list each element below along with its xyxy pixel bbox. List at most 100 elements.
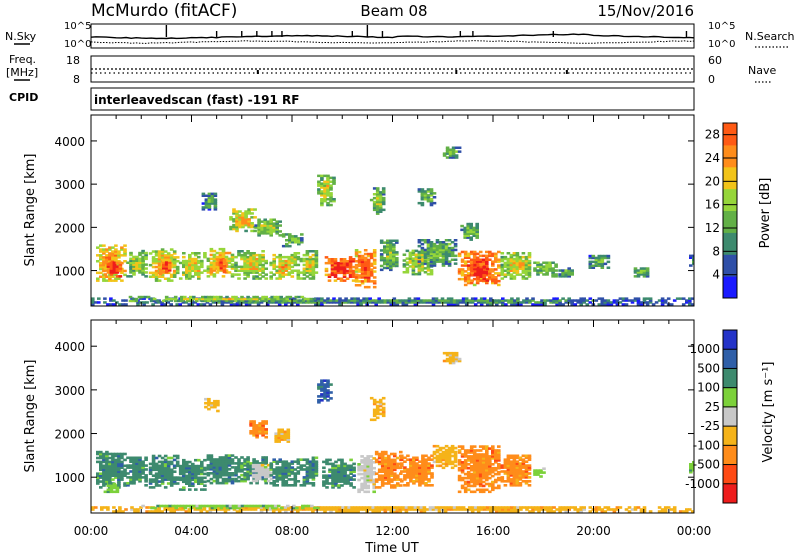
velocity-cell <box>215 458 220 461</box>
power-cell <box>624 303 629 306</box>
power-cell <box>120 254 124 257</box>
power-cell <box>287 271 292 274</box>
power-cell <box>485 264 489 267</box>
power-cell <box>383 301 388 304</box>
power-cell <box>461 301 466 304</box>
velocity-cell <box>243 462 247 465</box>
power-cell <box>270 297 274 301</box>
velocity-cell <box>430 466 434 469</box>
velocity-cell <box>497 478 501 482</box>
velocity-cell <box>329 397 333 400</box>
velocity-cell <box>284 462 289 465</box>
velocity-cell <box>453 456 458 460</box>
velocity-cell <box>435 450 440 454</box>
velocity-cell <box>299 458 304 461</box>
power-cell <box>458 299 463 302</box>
power-cell <box>386 299 391 302</box>
velocity-cell <box>209 458 214 461</box>
power-cell <box>175 269 180 273</box>
power-cell <box>209 247 214 251</box>
power-cell <box>235 303 240 306</box>
velocity-cell <box>102 480 106 483</box>
power-cell <box>491 281 495 285</box>
power-cell <box>264 273 268 276</box>
velocity-cell <box>457 490 462 494</box>
power-cell <box>111 246 115 249</box>
velocity-cell <box>218 470 223 473</box>
velocity-cell <box>542 467 546 470</box>
velocity-cell <box>218 475 223 479</box>
power-cell <box>582 301 586 304</box>
velocity-cell <box>374 506 378 509</box>
power-cell <box>202 303 207 306</box>
velocity-cell <box>536 471 540 474</box>
velocity-cell <box>485 453 489 456</box>
velocity-cell <box>108 468 112 472</box>
velocity-cell <box>102 474 106 477</box>
velocity-cell <box>521 458 526 461</box>
power-cell <box>545 263 549 266</box>
power-patch <box>633 267 650 278</box>
velocity-cell <box>323 508 327 511</box>
power-cell <box>524 257 529 261</box>
power-cell <box>435 246 440 250</box>
power-cell <box>97 297 101 300</box>
velocity-cell <box>512 474 517 477</box>
velocity-cell <box>117 452 121 456</box>
power-cell <box>375 193 380 196</box>
velocity-cell <box>497 449 501 452</box>
power-cell <box>105 275 109 278</box>
velocity-cell <box>337 476 341 479</box>
velocity-cell <box>221 466 226 469</box>
velocity-cell <box>337 478 341 481</box>
velocity-cell <box>437 510 442 513</box>
power-cell <box>308 257 313 261</box>
power-cell <box>333 273 338 277</box>
power-cell <box>606 256 611 260</box>
power-cell <box>447 252 452 256</box>
velocity-cell <box>377 470 382 473</box>
power-cell <box>190 303 195 306</box>
power-cell <box>405 261 410 264</box>
power-cell <box>369 274 374 277</box>
velocity-cell <box>283 432 288 435</box>
velocity-cell <box>363 474 367 478</box>
power-cell <box>371 301 375 304</box>
power-cell <box>354 284 359 287</box>
power-cell <box>536 265 540 268</box>
power-cell <box>555 299 559 302</box>
power-cell <box>444 250 449 254</box>
power-patch <box>558 267 574 278</box>
power-cell <box>417 241 422 244</box>
velocity-cell <box>409 480 413 483</box>
velocity-cell <box>372 412 377 416</box>
velocity-cell <box>398 506 403 509</box>
power-cell <box>317 192 321 195</box>
velocity-cell <box>331 466 335 470</box>
power-cell <box>420 203 425 207</box>
velocity-cell <box>117 468 121 472</box>
power-cell <box>567 275 571 278</box>
velocity-cell <box>207 397 211 401</box>
power-cell <box>278 220 282 223</box>
power-cell <box>253 208 257 211</box>
power-cell <box>114 273 118 277</box>
velocity-cell <box>478 465 483 468</box>
velocity-cell <box>431 508 436 511</box>
velocity-cell <box>215 468 220 471</box>
power-cell <box>238 218 242 221</box>
velocity-cell <box>138 474 142 477</box>
velocity-cell <box>488 457 492 460</box>
velocity-cell <box>503 458 508 461</box>
velocity-cell <box>188 480 192 484</box>
velocity-cell <box>380 464 385 468</box>
power-cell <box>498 301 502 304</box>
power-cell <box>278 230 282 233</box>
velocity-cell <box>305 458 310 461</box>
velocity-cell <box>441 452 446 456</box>
power-cell <box>463 264 468 267</box>
velocity-cell <box>212 466 217 469</box>
power-cell <box>473 267 477 271</box>
velocity-cell <box>509 472 514 475</box>
power-cell <box>161 271 166 274</box>
